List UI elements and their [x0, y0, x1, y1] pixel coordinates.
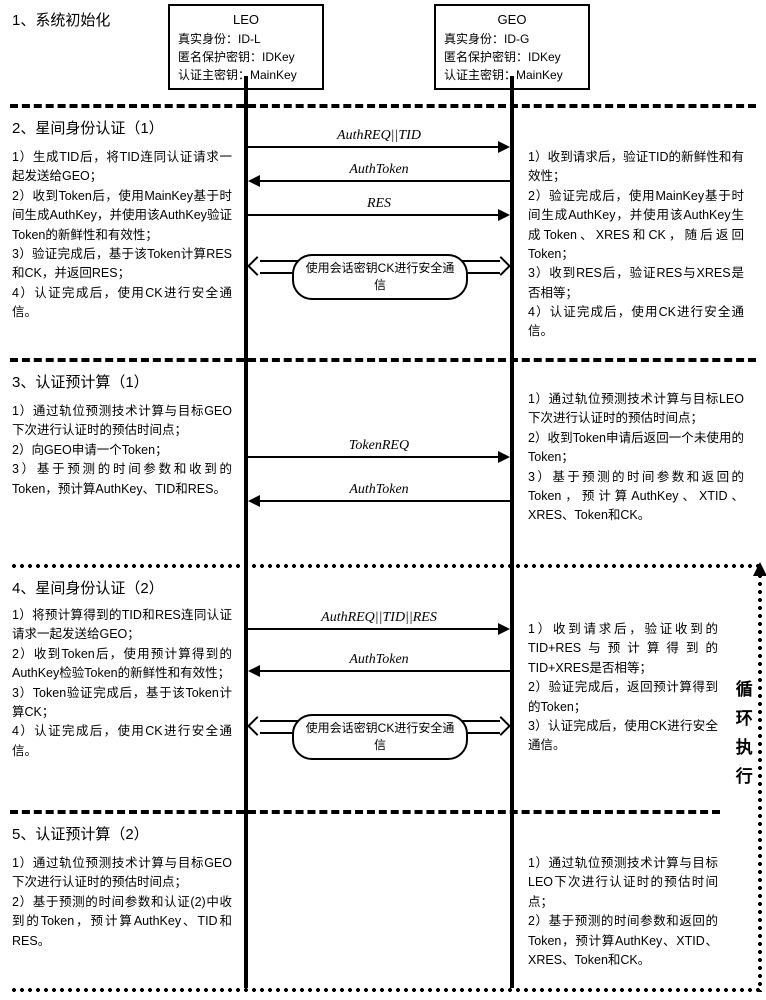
sec3-arrow1-head [498, 451, 510, 463]
sec2-arrow2 [260, 180, 510, 182]
sec2-arrow1-head [498, 141, 510, 153]
sec4-arrow2 [260, 670, 510, 672]
geo-line1: 真实身份：ID-G [444, 30, 580, 48]
divider-1 [10, 104, 756, 108]
loop-bottom [10, 988, 762, 992]
leo-line2: 匿名保护密钥：IDKey [178, 48, 314, 66]
divider-4 [10, 810, 720, 814]
sec3-arrow2 [260, 500, 510, 502]
section-4-title: 4、星间身份认证（2） [12, 578, 164, 599]
sec2-bubble: 使用会话密钥CK进行安全通信 [292, 254, 468, 300]
sec3-left-text: 1）通过轨位预测技术计算与目标GEO下次进行认证时的预估时间点； 2）向GEO申… [12, 402, 232, 499]
sec2-arrow3-head [498, 209, 510, 221]
sec2-right-text: 1）收到请求后，验证TID的新鲜性和有效性； 2）验证完成后，使用MainKey… [528, 148, 744, 342]
geo-line2: 匿名保护密钥：IDKey [444, 48, 580, 66]
sec4-arrow1 [248, 628, 500, 630]
sec5-left-text: 1）通过轨位预测技术计算与目标GEO下次进行认证时的预估时间点； 2）基于预测的… [12, 854, 232, 951]
sec3-msg1-label: TokenREQ [248, 436, 510, 456]
sec4-arrow2-head [248, 665, 260, 677]
sec2-arrow3 [248, 214, 500, 216]
sec3-arrow2-head [248, 495, 260, 507]
divider-2 [10, 358, 756, 362]
loop-top [10, 564, 762, 568]
loop-label: 循环执行 [730, 680, 754, 796]
loop-right [758, 564, 762, 992]
sec2-da-l1 [260, 260, 298, 262]
sec2-left-text: 1）生成TID后，将TID连同认证请求一起发送给GEO； 2）收到Token后，… [12, 148, 232, 322]
sequence-diagram: 1、系统初始化 LEO 真实身份：ID-L 匿名保护密钥：IDKey 认证主密钥… [0, 0, 766, 1000]
sec2-msg3-label: RES [248, 194, 510, 214]
geo-title: GEO [444, 10, 580, 30]
sec2-arrow2-head [248, 175, 260, 187]
sec2-msg2-label: AuthToken [248, 160, 510, 180]
sec4-da-l1 [260, 720, 298, 722]
section-3-title: 3、认证预计算（1） [12, 372, 149, 393]
sec4-left-text: 1）将预计算得到的TID和RES连同认证请求一起发送给GEO； 2）收到Toke… [12, 606, 232, 761]
section-5-title: 5、认证预计算（2） [12, 824, 149, 845]
sec4-arrow1-head [498, 623, 510, 635]
loop-arrow-head [753, 562, 766, 576]
sec2-arrow1 [248, 146, 500, 148]
leo-title: LEO [178, 10, 314, 30]
leo-line1: 真实身份：ID-L [178, 30, 314, 48]
sec4-right-text: 1）收到请求后，验证收到的TID+RES与预计算得到的TID+XRES是否相等；… [528, 620, 718, 756]
sec3-msg2-label: AuthToken [248, 480, 510, 500]
sec3-arrow1 [248, 456, 500, 458]
sec4-msg1-label: AuthREQ||TID||RES [248, 608, 510, 628]
geo-lifeline [510, 76, 514, 988]
sec3-right-text: 1）通过轨位预测技术计算与目标LEO下次进行认证时的预估时间点； 2）收到Tok… [528, 390, 744, 526]
sec4-msg2-label: AuthToken [248, 650, 510, 670]
section-1-title: 1、系统初始化 [12, 10, 110, 31]
section-2-title: 2、星间身份认证（1） [12, 118, 164, 139]
sec5-right-text: 1）通过轨位预测技术计算与目标LEO下次进行认证时的预估时间点； 2）基于预测的… [528, 854, 718, 970]
sec2-msg1-label: AuthREQ||TID [248, 126, 510, 146]
sec4-bubble: 使用会话密钥CK进行安全通信 [292, 714, 468, 760]
